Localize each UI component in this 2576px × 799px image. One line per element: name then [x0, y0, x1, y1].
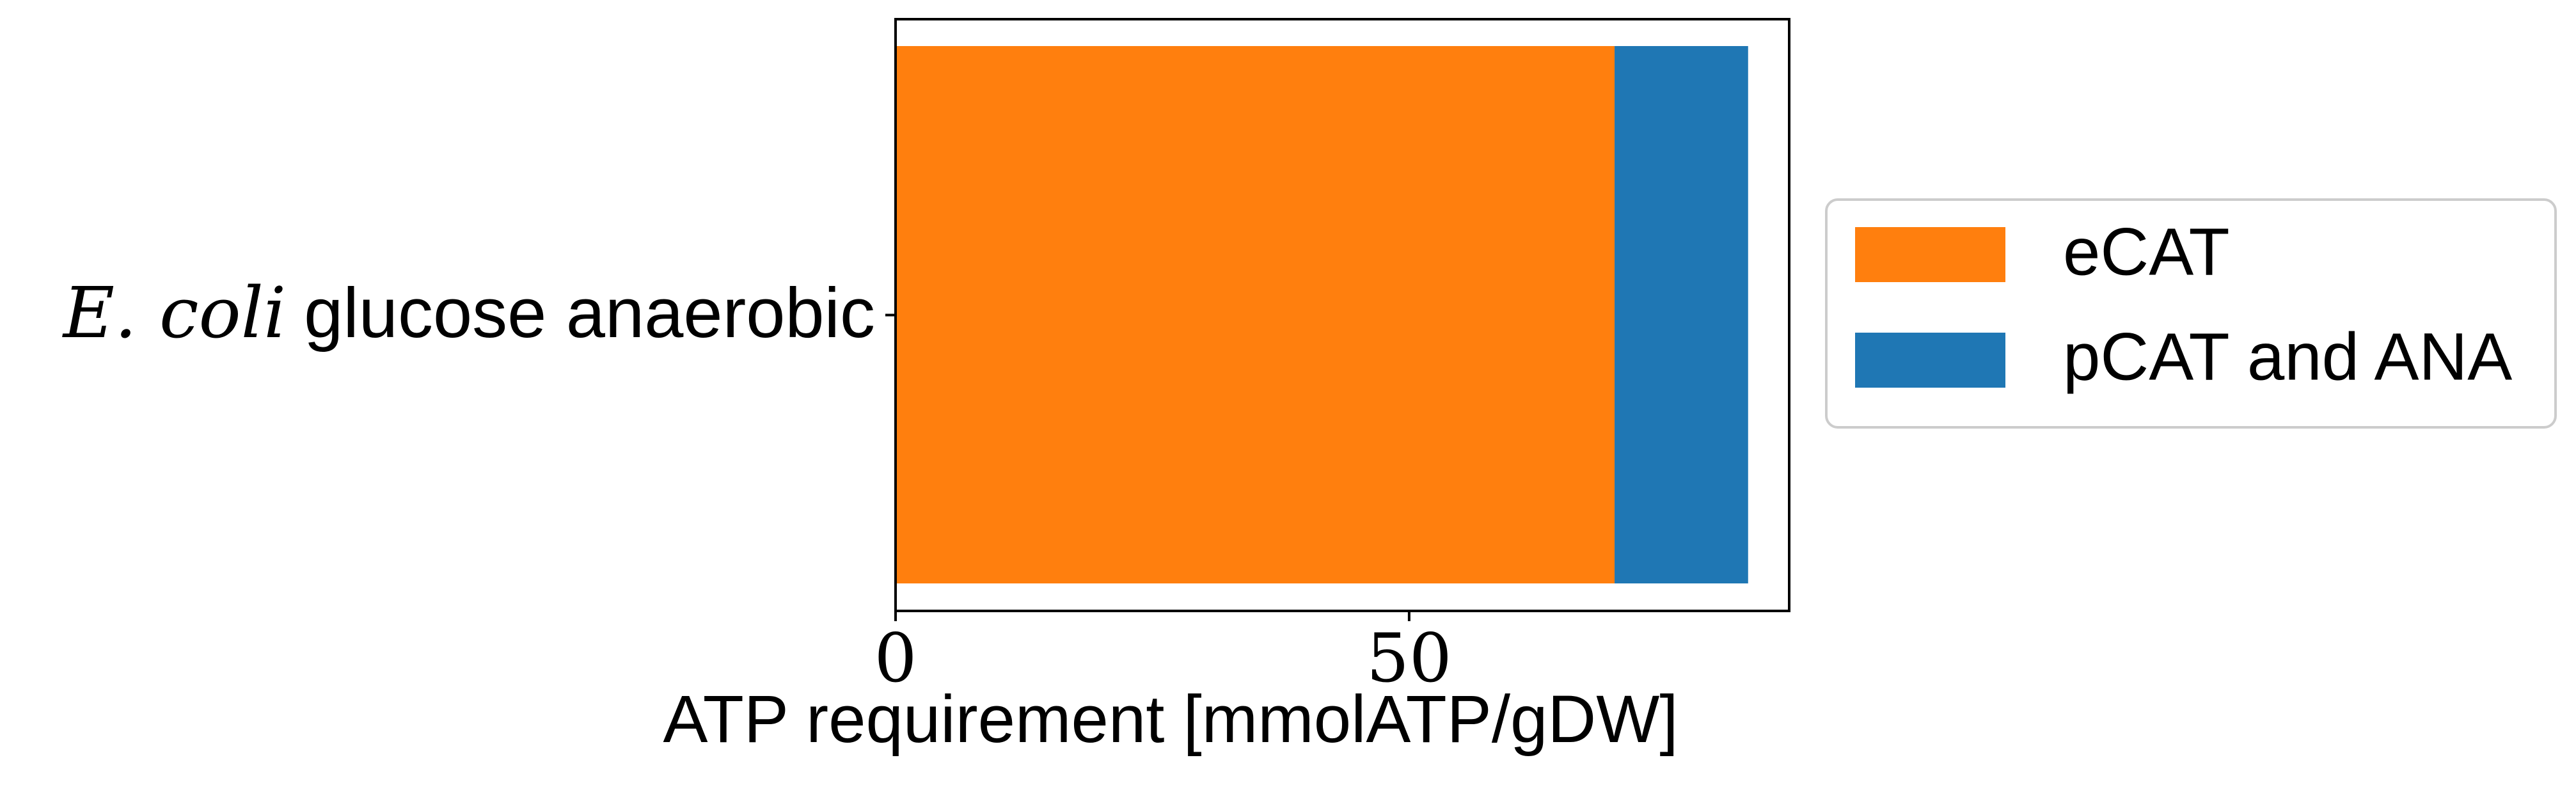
- legend-frame: [1825, 198, 2557, 429]
- legend-label-pcat-ana: pCAT and ANA: [2063, 320, 2512, 395]
- bar-segment-pcat-and-ana: [1615, 46, 1748, 583]
- y-category-label: E. coli glucose anaerobic: [62, 272, 875, 354]
- x-tick-label: 50: [1366, 619, 1452, 697]
- legend: eCAT pCAT and ANA: [1825, 198, 2557, 429]
- x-tick-label: 0: [874, 619, 917, 697]
- x-axis-label: ATP requirement [mmolATP/gDW]: [663, 682, 1678, 757]
- legend-swatch-pcat-ana: [1855, 333, 2005, 388]
- bar-group: [896, 46, 1748, 583]
- legend-label-ecat: eCAT: [2063, 215, 2230, 290]
- legend-swatch-ecat: [1855, 227, 2005, 282]
- bar-segment-ecat: [896, 46, 1615, 583]
- axis-ticks: 0 50: [874, 313, 1452, 697]
